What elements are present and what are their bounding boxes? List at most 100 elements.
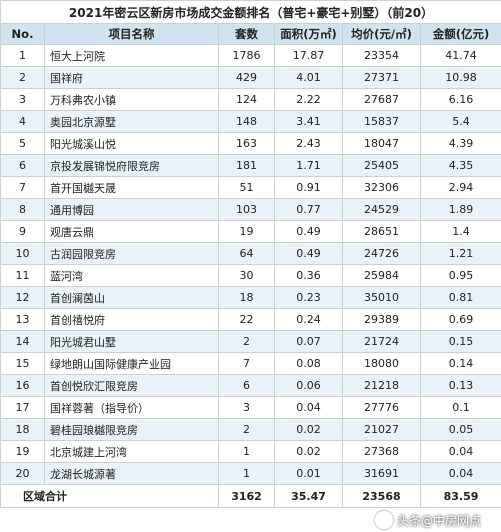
total-area: 35.47 (274, 484, 343, 508)
row-amount: 2.94 (419, 176, 501, 199)
row-avg-price: 28651 (342, 220, 421, 243)
ranking-table: 2021年密云区新房市场成交金额排名（普宅+豪宅+别墅）（前20） No. 项目… (0, 0, 501, 508)
row-amount: 5.4 (419, 110, 501, 133)
row-avg-price: 27371 (342, 66, 421, 89)
row-avg-price: 27687 (342, 88, 421, 111)
row-amount: 0.1 (419, 396, 501, 419)
header-area: 面积(万㎡) (274, 23, 343, 45)
table-row: 15 绿地朗山国际健康产业园 7 0.08 18080 0.14 (0, 352, 501, 375)
row-no: 6 (0, 154, 45, 177)
table-row: 5 阳光城溪山悦 163 2.43 18047 4.39 (0, 132, 501, 155)
row-project-name: 首创澜茵山 (44, 286, 219, 309)
row-area: 0.07 (274, 330, 343, 353)
row-units: 51 (218, 176, 275, 199)
row-units: 18 (218, 286, 275, 309)
row-project-name: 通用博园 (44, 198, 219, 221)
table-row: 8 通用博园 103 0.77 24529 1.89 (0, 198, 501, 221)
row-avg-price: 32306 (342, 176, 421, 199)
row-amount: 0.05 (419, 418, 501, 441)
row-project-name: 国祥蓉著（指导价） (44, 396, 219, 419)
row-project-name: 首创悦欣汇限竞房 (44, 374, 219, 397)
row-units: 429 (218, 66, 275, 89)
row-area: 0.01 (274, 462, 343, 485)
row-units: 7 (218, 352, 275, 375)
row-amount: 0.13 (419, 374, 501, 397)
row-area: 0.77 (274, 198, 343, 221)
row-no: 3 (0, 88, 45, 111)
row-no: 8 (0, 198, 45, 221)
row-no: 7 (0, 176, 45, 199)
row-project-name: 观唐云鼎 (44, 220, 219, 243)
row-amount: 4.35 (419, 154, 501, 177)
table-row: 3 万科弗农小镇 124 2.22 27687 6.16 (0, 88, 501, 111)
table-row: 10 古润园限竞房 64 0.49 24726 1.21 (0, 242, 501, 265)
row-avg-price: 29389 (342, 308, 421, 331)
row-avg-price: 35010 (342, 286, 421, 309)
row-project-name: 京投发展锦悦府限竞房 (44, 154, 219, 177)
row-no: 20 (0, 462, 45, 485)
row-project-name: 蓝河湾 (44, 264, 219, 287)
row-area: 0.02 (274, 440, 343, 463)
row-amount: 0.04 (419, 440, 501, 463)
row-units: 1 (218, 462, 275, 485)
row-units: 19 (218, 220, 275, 243)
header-amount: 金额(亿元) (419, 23, 501, 45)
table-row: 1 恒大上河院 1786 17.87 23354 41.74 (0, 44, 501, 67)
row-area: 1.71 (274, 154, 343, 177)
row-no: 2 (0, 66, 45, 89)
row-project-name: 碧桂园琅樾限竞房 (44, 418, 219, 441)
row-project-name: 古润园限竞房 (44, 242, 219, 265)
row-area: 0.49 (274, 220, 343, 243)
row-avg-price: 21218 (342, 374, 421, 397)
table-row: 13 首创禧悦府 22 0.24 29389 0.69 (0, 308, 501, 331)
row-amount: 10.98 (419, 66, 501, 89)
row-avg-price: 24726 (342, 242, 421, 265)
total-units: 3162 (218, 484, 275, 508)
row-amount: 0.15 (419, 330, 501, 353)
row-amount: 1.4 (419, 220, 501, 243)
row-avg-price: 23354 (342, 44, 421, 67)
row-project-name: 首开国樾天晟 (44, 176, 219, 199)
row-area: 0.36 (274, 264, 343, 287)
row-no: 18 (0, 418, 45, 441)
row-project-name: 阳光城溪山悦 (44, 132, 219, 155)
row-units: 181 (218, 154, 275, 177)
table-row: 11 蓝河湾 30 0.36 25984 0.95 (0, 264, 501, 287)
row-area: 0.08 (274, 352, 343, 375)
table-row: 20 龙湖长城源著 1 0.01 31691 0.04 (0, 462, 501, 485)
row-units: 148 (218, 110, 275, 133)
row-avg-price: 21724 (342, 330, 421, 353)
row-amount: 1.89 (419, 198, 501, 221)
row-no: 10 (0, 242, 45, 265)
row-amount: 0.14 (419, 352, 501, 375)
row-project-name: 绿地朗山国际健康产业园 (44, 352, 219, 375)
row-avg-price: 18080 (342, 352, 421, 375)
total-price: 23568 (342, 484, 421, 508)
row-area: 0.23 (274, 286, 343, 309)
table-row: 12 首创澜茵山 18 0.23 35010 0.81 (0, 286, 501, 309)
table-row: 4 奥园北京源墅 148 3.41 15837 5.4 (0, 110, 501, 133)
row-amount: 0.69 (419, 308, 501, 331)
row-units: 2 (218, 418, 275, 441)
total-row: 区域合计 3162 35.47 23568 83.59 (0, 484, 501, 508)
row-project-name: 阳光城君山墅 (44, 330, 219, 353)
row-project-name: 奥园北京源墅 (44, 110, 219, 133)
row-area: 0.06 (274, 374, 343, 397)
row-units: 124 (218, 88, 275, 111)
watermark-text: 头条@中房网点 (396, 513, 481, 528)
row-amount: 41.74 (419, 44, 501, 67)
table-row: 9 观唐云鼎 19 0.49 28651 1.4 (0, 220, 501, 243)
row-avg-price: 24529 (342, 198, 421, 221)
row-no: 16 (0, 374, 45, 397)
row-amount: 1.21 (419, 242, 501, 265)
row-no: 15 (0, 352, 45, 375)
row-area: 3.41 (274, 110, 343, 133)
row-area: 0.04 (274, 396, 343, 419)
row-units: 22 (218, 308, 275, 331)
row-avg-price: 25984 (342, 264, 421, 287)
table-row: 14 阳光城君山墅 2 0.07 21724 0.15 (0, 330, 501, 353)
watermark-logo-icon (374, 511, 393, 529)
row-no: 13 (0, 308, 45, 331)
table-title: 2021年密云区新房市场成交金额排名（普宅+豪宅+别墅）（前20） (0, 0, 501, 24)
